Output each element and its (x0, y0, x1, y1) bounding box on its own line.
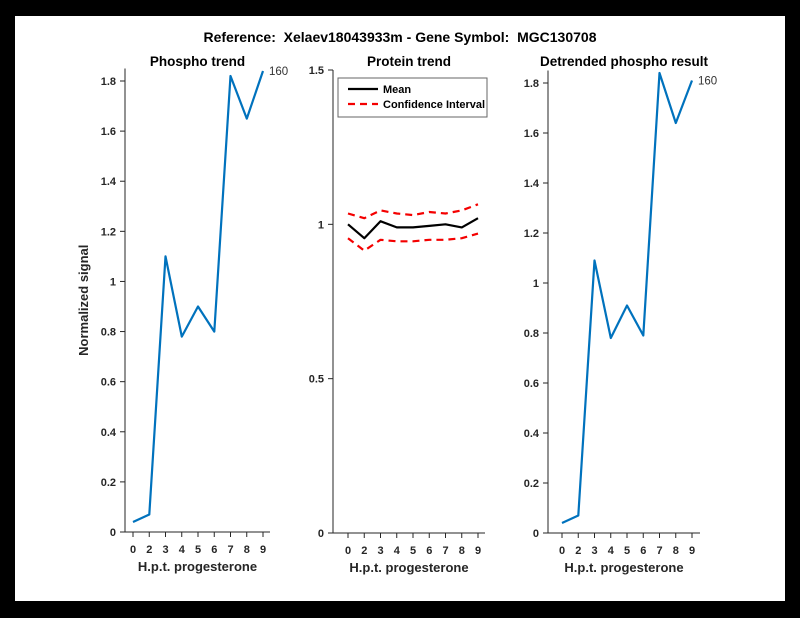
x-tick-label: 0 (130, 544, 136, 556)
y-tick-label: 1.2 (524, 228, 539, 240)
y-tick-label: 0.8 (524, 328, 539, 340)
legend-entry-label: Mean (383, 84, 411, 96)
x-tick-label: 8 (459, 545, 465, 557)
x-tick-label: 4 (394, 545, 401, 557)
x-tick-label: 5 (624, 545, 630, 557)
x-tick-label: 3 (377, 545, 383, 557)
x-tick-label: 7 (442, 545, 448, 557)
y-tick-label: 0.5 (309, 374, 324, 386)
x-tick-label: 5 (410, 545, 416, 557)
x-tick-label: 9 (475, 545, 481, 557)
y-tick-label: 1 (533, 278, 539, 290)
x-tick-label: 4 (608, 545, 615, 557)
chart-title: Detrended phospho result (540, 54, 709, 69)
legend-entry-label: Confidence Interval (383, 99, 485, 111)
y-axis-label: Normalized signal (76, 245, 91, 356)
end-value-label: 160 (698, 76, 717, 88)
x-axis-label: H.p.t. progesterone (349, 560, 468, 575)
x-tick-label: 2 (146, 544, 152, 556)
x-tick-label: 6 (211, 544, 217, 556)
y-tick-label: 0.4 (524, 428, 540, 440)
y-tick-label: 1 (318, 219, 324, 231)
y-tick-label: 0.8 (101, 327, 116, 339)
figure-canvas: Reference: Xelaev18043933m - Gene Symbol… (15, 16, 785, 601)
y-tick-label: 0 (110, 527, 116, 539)
y-tick-label: 1.6 (524, 128, 539, 140)
x-tick-label: 7 (227, 544, 233, 556)
series-line-confidence-interval-lower (347, 232, 479, 252)
chart-title: Protein trend (367, 54, 451, 69)
x-tick-label: 7 (656, 545, 662, 557)
x-tick-label: 8 (244, 544, 250, 556)
x-tick-label: 3 (162, 544, 168, 556)
y-tick-label: 1.2 (101, 226, 116, 238)
x-tick-label: 2 (361, 545, 367, 557)
x-tick-label: 2 (575, 545, 581, 557)
x-tick-label: 3 (591, 545, 597, 557)
series-line-phospho-signal (132, 70, 265, 523)
y-tick-label: 0 (533, 528, 539, 540)
x-tick-label: 6 (426, 545, 432, 557)
y-tick-label: 0.6 (101, 377, 116, 389)
y-tick-label: 1.4 (524, 178, 540, 190)
y-tick-label: 0 (318, 528, 324, 540)
y-tick-label: 1.8 (101, 76, 116, 88)
x-axis-label: H.p.t. progesterone (564, 560, 683, 575)
chart-title: Phospho trend (150, 54, 245, 69)
y-tick-label: 1.5 (309, 65, 324, 77)
y-tick-label: 1 (110, 276, 116, 288)
figure-title: Reference: Xelaev18043933m - Gene Symbol… (203, 29, 597, 45)
y-tick-label: 0.2 (101, 477, 116, 489)
x-tick-label: 6 (640, 545, 646, 557)
y-tick-label: 0.4 (101, 427, 117, 439)
legend-box (337, 77, 488, 118)
x-tick-label: 5 (195, 544, 201, 556)
x-tick-label: 0 (559, 545, 565, 557)
phospho-trend-chart: 00.20.40.60.811.21.41.61.80 2 3 4 5 6 7 8 9Phosp… (76, 54, 288, 574)
y-tick-label: 1.4 (101, 176, 117, 188)
x-tick-label: 9 (260, 544, 266, 556)
x-axis-label: H.p.t. progesterone (138, 559, 257, 574)
series-line-confidence-interval-upper (347, 203, 479, 220)
x-tick-label: 0 (345, 545, 351, 557)
x-tick-label: 8 (673, 545, 679, 557)
y-tick-label: 1.8 (524, 78, 539, 90)
y-tick-label: 0.2 (524, 478, 539, 490)
series-line-mean (347, 217, 479, 240)
series-line-detrended-phospho-signal (561, 71, 694, 524)
y-tick-label: 0.6 (524, 378, 539, 390)
detrended-phospho-chart: 00.20.40.60.811.21.41.61.80 2 3 4 5 6 7 8 9Detre… (524, 54, 717, 575)
x-tick-label: 9 (689, 545, 695, 557)
x-tick-label: 4 (179, 544, 186, 556)
y-tick-label: 1.6 (101, 126, 116, 138)
end-value-label: 160 (269, 66, 288, 78)
